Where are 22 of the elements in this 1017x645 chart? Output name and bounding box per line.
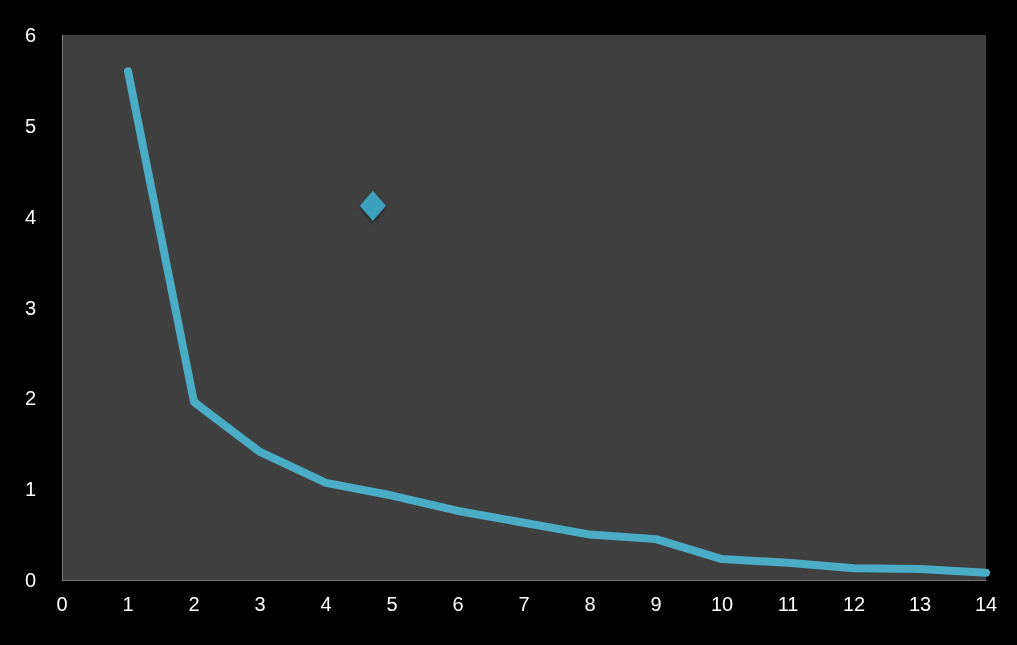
x-tick-label: 8 — [584, 593, 596, 615]
y-tick-label: 0 — [24, 569, 36, 591]
x-tick-label: 0 — [56, 593, 68, 615]
x-tick-label: 7 — [518, 593, 530, 615]
x-tick-label: 2 — [188, 593, 200, 615]
y-tick-label: 1 — [24, 478, 36, 501]
x-tick-label: 5 — [386, 593, 398, 615]
x-tick-label: 11 — [777, 593, 799, 615]
x-tick-label: 13 — [908, 593, 932, 615]
x-tick-label: 3 — [254, 593, 266, 615]
y-tick-label: 5 — [24, 114, 36, 137]
y-tick-label: 4 — [24, 205, 36, 228]
x-tick-label: 4 — [320, 593, 332, 615]
x-tick-label: 1 — [122, 593, 134, 615]
x-tick-label: 14 — [974, 593, 998, 615]
y-tick-label: 3 — [24, 296, 36, 319]
y-tick-label: 6 — [24, 24, 36, 46]
x-tick-label: 9 — [650, 593, 662, 615]
x-tick-label: 6 — [452, 593, 464, 615]
x-tick-label: 10 — [710, 593, 734, 615]
x-tick-label: 12 — [842, 593, 866, 615]
y-tick-label: 2 — [24, 387, 36, 410]
